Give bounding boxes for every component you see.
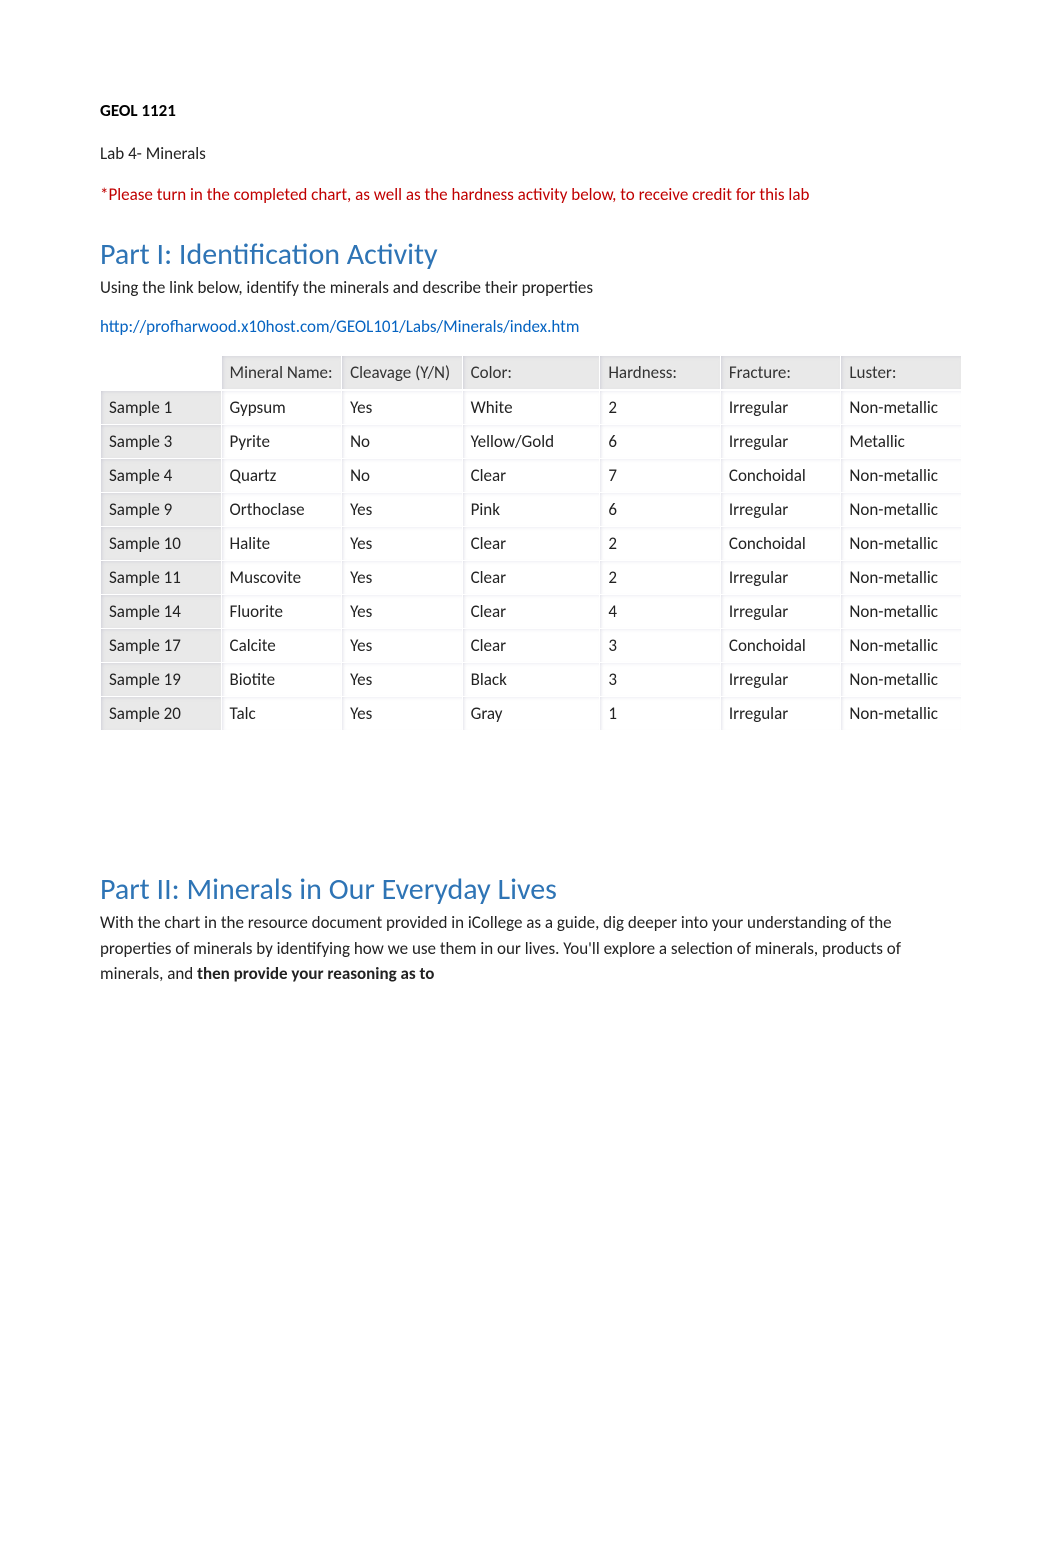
- cell-hardness: 7: [600, 459, 721, 493]
- cell-sample: Sample 20: [101, 697, 222, 731]
- cell-hardness: 1: [600, 697, 721, 731]
- cell-cleavage: Yes: [342, 595, 463, 629]
- cell-cleavage: Yes: [342, 697, 463, 731]
- cell-cleavage: Yes: [342, 390, 463, 425]
- cell-color: Yellow/Gold: [462, 425, 600, 459]
- cell-mineral: Orthoclase: [221, 493, 342, 527]
- part1-desc: Using the link below, identify the miner…: [100, 275, 962, 301]
- table-row: Sample 20TalcYesGray1IrregularNon-metall…: [101, 697, 962, 731]
- cell-luster: Non-metallic: [841, 390, 962, 425]
- cell-mineral: Halite: [221, 527, 342, 561]
- cell-sample: Sample 9: [101, 493, 222, 527]
- warning-text: *Please turn in the completed chart, as …: [100, 182, 962, 208]
- cell-fracture: Irregular: [720, 663, 841, 697]
- part2-desc-bold: then provide your reasoning as to: [197, 963, 434, 984]
- cell-color: Gray: [462, 697, 600, 731]
- col-color: Color:: [462, 356, 600, 391]
- cell-cleavage: No: [342, 459, 463, 493]
- cell-hardness: 6: [600, 493, 721, 527]
- cell-hardness: 2: [600, 561, 721, 595]
- cell-luster: Non-metallic: [841, 459, 962, 493]
- cell-fracture: Conchoidal: [720, 459, 841, 493]
- cell-cleavage: Yes: [342, 561, 463, 595]
- cell-luster: Non-metallic: [841, 561, 962, 595]
- cell-color: Clear: [462, 595, 600, 629]
- cell-hardness: 6: [600, 425, 721, 459]
- cell-fracture: Conchoidal: [720, 629, 841, 663]
- cell-sample: Sample 11: [101, 561, 222, 595]
- cell-luster: Non-metallic: [841, 595, 962, 629]
- table-row: Sample 11MuscoviteYesClear2IrregularNon-…: [101, 561, 962, 595]
- cell-cleavage: Yes: [342, 629, 463, 663]
- cell-sample: Sample 4: [101, 459, 222, 493]
- course-code: GEOL 1121: [100, 100, 962, 121]
- cell-luster: Non-metallic: [841, 629, 962, 663]
- cell-sample: Sample 10: [101, 527, 222, 561]
- cell-color: Clear: [462, 629, 600, 663]
- cell-color: Clear: [462, 459, 600, 493]
- cell-color: Clear: [462, 527, 600, 561]
- cell-color: Pink: [462, 493, 600, 527]
- cell-hardness: 3: [600, 663, 721, 697]
- table-row: Sample 3PyriteNoYellow/Gold6IrregularMet…: [101, 425, 962, 459]
- cell-fracture: Irregular: [720, 390, 841, 425]
- cell-cleavage: No: [342, 425, 463, 459]
- cell-hardness: 2: [600, 527, 721, 561]
- cell-luster: Non-metallic: [841, 493, 962, 527]
- cell-sample: Sample 1: [101, 390, 222, 425]
- cell-sample: Sample 17: [101, 629, 222, 663]
- part1-heading: Part I: Identification Activity: [100, 236, 962, 273]
- cell-sample: Sample 3: [101, 425, 222, 459]
- cell-luster: Metallic: [841, 425, 962, 459]
- cell-mineral: Biotite: [221, 663, 342, 697]
- cell-fracture: Irregular: [720, 493, 841, 527]
- table-row: Sample 14FluoriteYesClear4IrregularNon-m…: [101, 595, 962, 629]
- cell-color: White: [462, 390, 600, 425]
- cell-luster: Non-metallic: [841, 697, 962, 731]
- cell-fracture: Irregular: [720, 561, 841, 595]
- cell-mineral: Talc: [221, 697, 342, 731]
- lab-title: Lab 4- Minerals: [100, 143, 962, 164]
- table-row: Sample 1GypsumYesWhite2IrregularNon-meta…: [101, 390, 962, 425]
- col-cleavage: Cleavage (Y/N): [342, 356, 463, 391]
- cell-fracture: Irregular: [720, 595, 841, 629]
- cell-mineral: Pyrite: [221, 425, 342, 459]
- cell-sample: Sample 14: [101, 595, 222, 629]
- col-luster: Luster:: [841, 356, 962, 391]
- col-fracture: Fracture:: [720, 356, 841, 391]
- cell-fracture: Irregular: [720, 425, 841, 459]
- cell-hardness: 3: [600, 629, 721, 663]
- part2-heading: Part II: Minerals in Our Everyday Lives: [100, 871, 962, 908]
- cell-luster: Non-metallic: [841, 663, 962, 697]
- cell-cleavage: Yes: [342, 527, 463, 561]
- part1-link[interactable]: http://profharwood.x10host.com/GEOL101/L…: [100, 316, 962, 337]
- table-row: Sample 4QuartzNoClear7ConchoidalNon-meta…: [101, 459, 962, 493]
- cell-cleavage: Yes: [342, 493, 463, 527]
- table-header-row: Mineral Name: Cleavage (Y/N) Color: Hard…: [101, 356, 962, 391]
- cell-cleavage: Yes: [342, 663, 463, 697]
- table-row: Sample 9OrthoclaseYesPink6IrregularNon-m…: [101, 493, 962, 527]
- cell-luster: Non-metallic: [841, 527, 962, 561]
- table-row: Sample 19BiotiteYesBlack3IrregularNon-me…: [101, 663, 962, 697]
- table-row: Sample 17CalciteYesClear3ConchoidalNon-m…: [101, 629, 962, 663]
- cell-color: Clear: [462, 561, 600, 595]
- col-blank: [101, 356, 222, 391]
- cell-fracture: Conchoidal: [720, 527, 841, 561]
- col-mineral: Mineral Name:: [221, 356, 342, 391]
- cell-mineral: Quartz: [221, 459, 342, 493]
- cell-mineral: Muscovite: [221, 561, 342, 595]
- cell-mineral: Gypsum: [221, 390, 342, 425]
- cell-fracture: Irregular: [720, 697, 841, 731]
- cell-hardness: 2: [600, 390, 721, 425]
- col-hardness: Hardness:: [600, 356, 721, 391]
- table-row: Sample 10HaliteYesClear2ConchoidalNon-me…: [101, 527, 962, 561]
- cell-mineral: Calcite: [221, 629, 342, 663]
- cell-color: Black: [462, 663, 600, 697]
- cell-hardness: 4: [600, 595, 721, 629]
- cell-sample: Sample 19: [101, 663, 222, 697]
- part2-desc: With the chart in the resource document …: [100, 910, 962, 987]
- minerals-table: Mineral Name: Cleavage (Y/N) Color: Hard…: [100, 355, 962, 731]
- cell-mineral: Fluorite: [221, 595, 342, 629]
